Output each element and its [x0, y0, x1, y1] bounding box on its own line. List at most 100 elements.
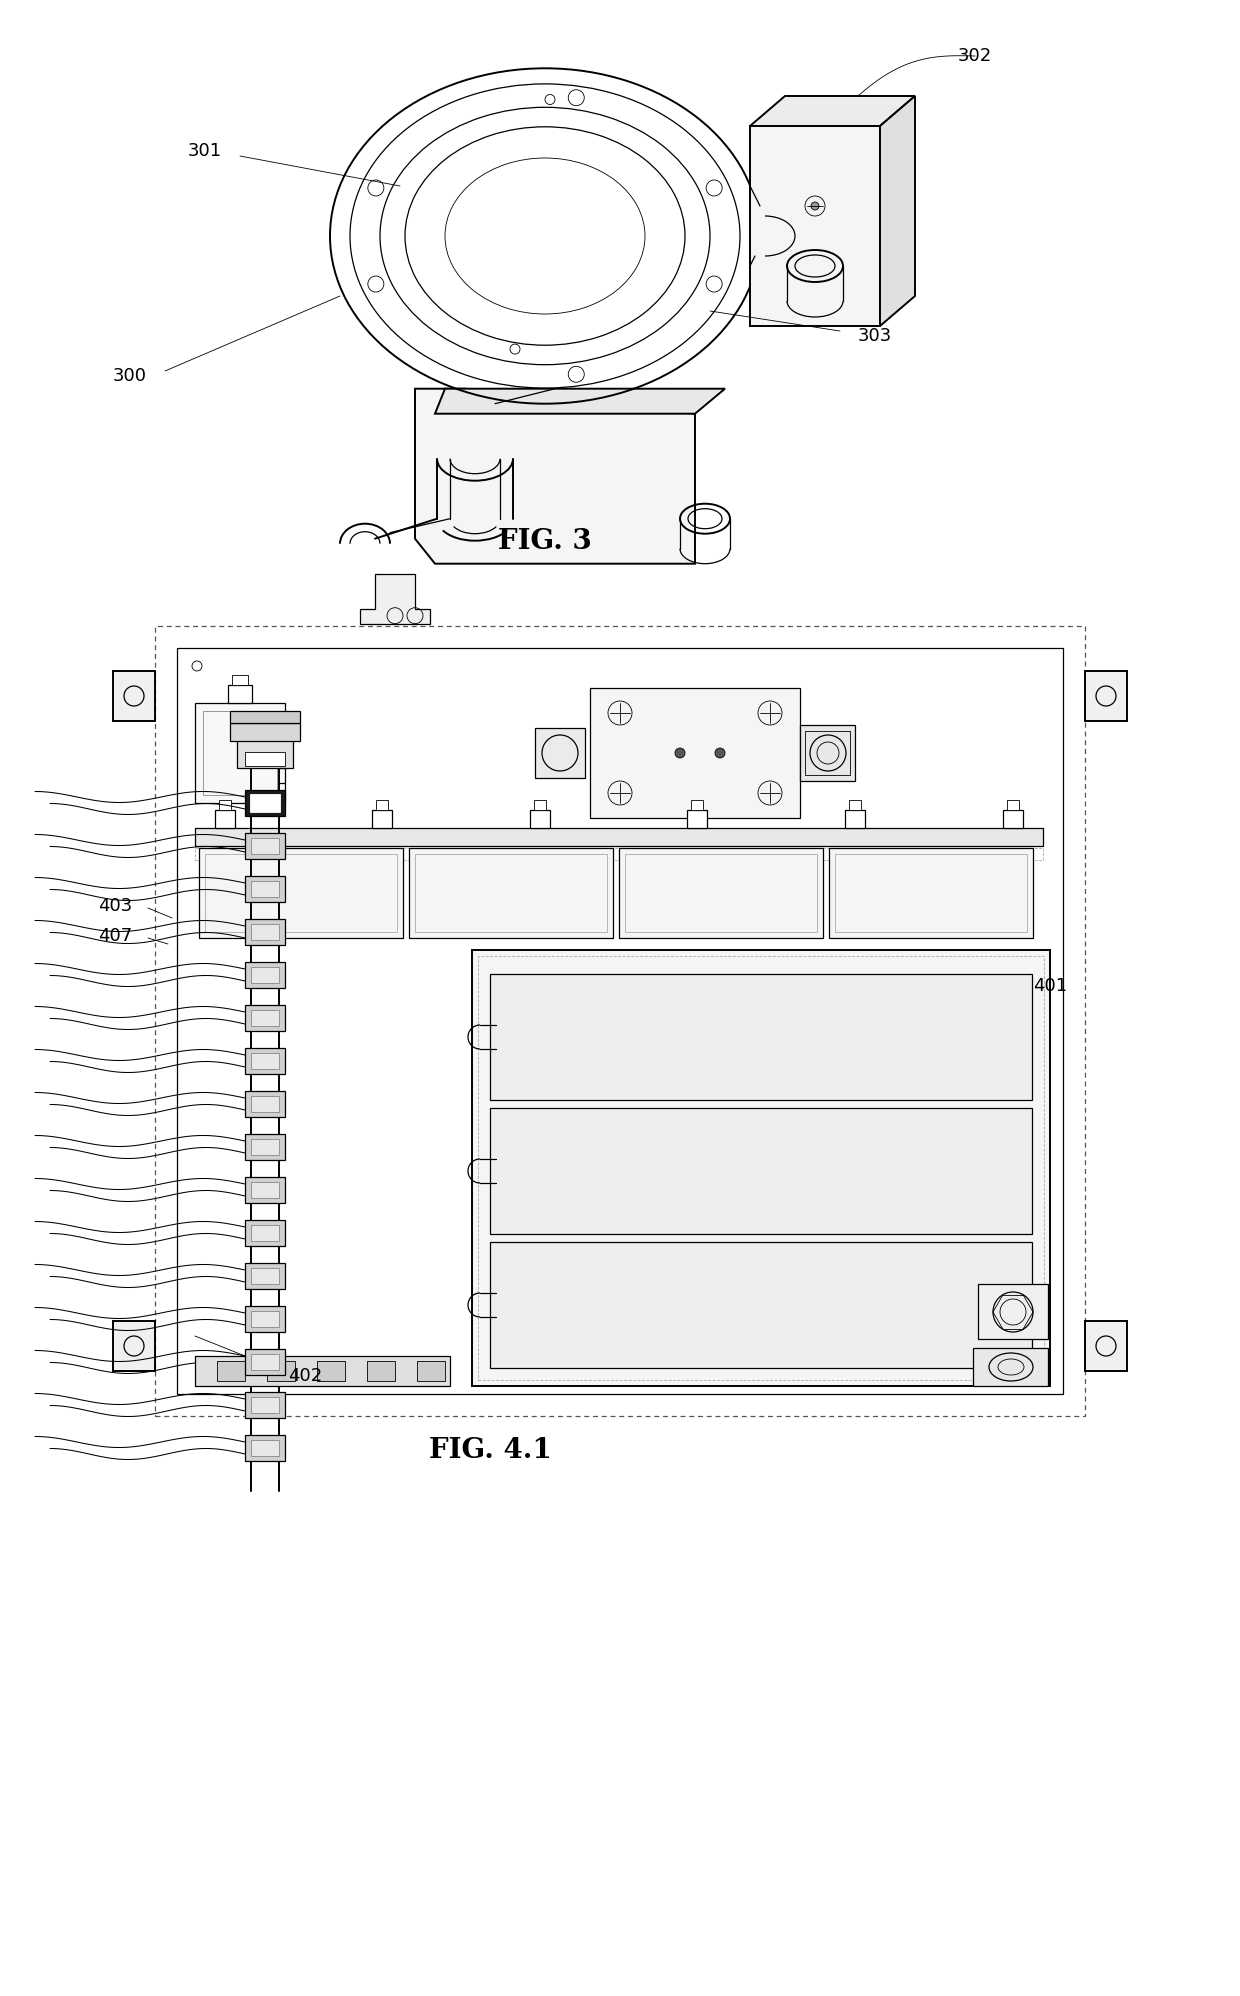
Bar — [232, 675, 248, 685]
Bar — [250, 1140, 279, 1156]
Bar — [534, 729, 585, 778]
Bar — [217, 1361, 246, 1381]
Bar — [250, 1096, 279, 1112]
Bar — [534, 800, 546, 810]
Polygon shape — [435, 389, 725, 413]
Circle shape — [675, 748, 684, 758]
Bar — [246, 1134, 285, 1160]
Text: 300: 300 — [113, 367, 148, 385]
Bar — [246, 1305, 285, 1331]
Bar — [246, 1048, 285, 1074]
Bar — [246, 1220, 285, 1246]
Text: FIG. 3: FIG. 3 — [498, 527, 591, 555]
Circle shape — [715, 748, 725, 758]
Bar — [246, 752, 285, 766]
Bar — [250, 1226, 279, 1242]
Bar — [246, 832, 285, 858]
Bar — [246, 1349, 285, 1375]
Bar — [844, 810, 866, 828]
Bar — [1003, 810, 1023, 828]
Bar — [250, 966, 279, 982]
Bar — [849, 800, 861, 810]
Bar — [229, 711, 300, 723]
Bar — [835, 854, 1027, 932]
Circle shape — [811, 202, 818, 210]
Bar — [830, 848, 1033, 938]
Bar — [229, 723, 300, 741]
Bar — [250, 838, 279, 854]
Text: 403: 403 — [98, 896, 133, 914]
Bar — [376, 800, 388, 810]
Bar — [246, 1391, 285, 1417]
Bar — [228, 685, 252, 703]
Bar — [267, 1361, 295, 1381]
Bar — [529, 810, 551, 828]
Bar — [246, 1178, 285, 1204]
Bar — [490, 1108, 1032, 1234]
Bar — [367, 1361, 396, 1381]
Bar — [246, 790, 285, 816]
Polygon shape — [360, 573, 430, 623]
Bar — [246, 962, 285, 988]
Bar — [113, 1321, 155, 1371]
Bar — [246, 876, 285, 902]
Bar — [155, 627, 1085, 1415]
Bar — [250, 1054, 279, 1070]
Bar — [619, 848, 823, 938]
Bar — [250, 1397, 279, 1413]
Bar — [691, 800, 703, 810]
Bar — [246, 1092, 285, 1118]
Bar — [800, 725, 856, 780]
Bar — [250, 1267, 279, 1283]
Bar — [205, 854, 397, 932]
Text: FIG. 4.1: FIG. 4.1 — [429, 1437, 552, 1465]
Bar — [625, 854, 817, 932]
Bar — [490, 974, 1032, 1100]
Bar — [113, 671, 155, 721]
Bar — [317, 1361, 345, 1381]
Bar — [203, 711, 277, 794]
Bar — [1085, 1321, 1127, 1371]
Bar — [978, 1283, 1048, 1339]
Bar — [750, 126, 880, 325]
Bar — [1085, 671, 1127, 721]
Bar — [198, 848, 403, 938]
Text: 402: 402 — [288, 1367, 322, 1385]
Bar — [409, 848, 613, 938]
Bar — [195, 703, 285, 802]
Bar — [250, 880, 279, 896]
Bar — [215, 810, 236, 828]
Text: 301: 301 — [188, 142, 222, 160]
Bar — [195, 828, 1043, 846]
Bar — [246, 1263, 285, 1289]
Bar — [246, 1006, 285, 1032]
Text: 303: 303 — [858, 327, 892, 345]
Text: 407: 407 — [98, 926, 133, 944]
Bar — [195, 1355, 450, 1385]
Bar — [250, 1439, 279, 1455]
Bar — [590, 689, 800, 818]
Bar — [250, 1010, 279, 1026]
Bar — [490, 1242, 1032, 1367]
Bar — [805, 731, 849, 774]
Polygon shape — [415, 389, 694, 563]
Bar — [477, 956, 1044, 1379]
Bar — [472, 950, 1050, 1385]
Text: 401: 401 — [1033, 976, 1068, 994]
Bar — [372, 810, 392, 828]
Polygon shape — [880, 96, 915, 325]
Polygon shape — [750, 96, 915, 126]
Bar — [417, 1361, 445, 1381]
Bar — [177, 649, 1063, 1393]
Bar — [246, 918, 285, 944]
Bar — [195, 848, 1043, 860]
Bar — [237, 739, 293, 768]
Bar — [250, 924, 279, 940]
Bar — [1007, 800, 1019, 810]
Bar — [687, 810, 707, 828]
Bar — [250, 1353, 279, 1369]
Bar — [973, 1347, 1048, 1385]
Bar — [219, 800, 231, 810]
Bar — [415, 854, 608, 932]
Bar — [250, 1182, 279, 1198]
